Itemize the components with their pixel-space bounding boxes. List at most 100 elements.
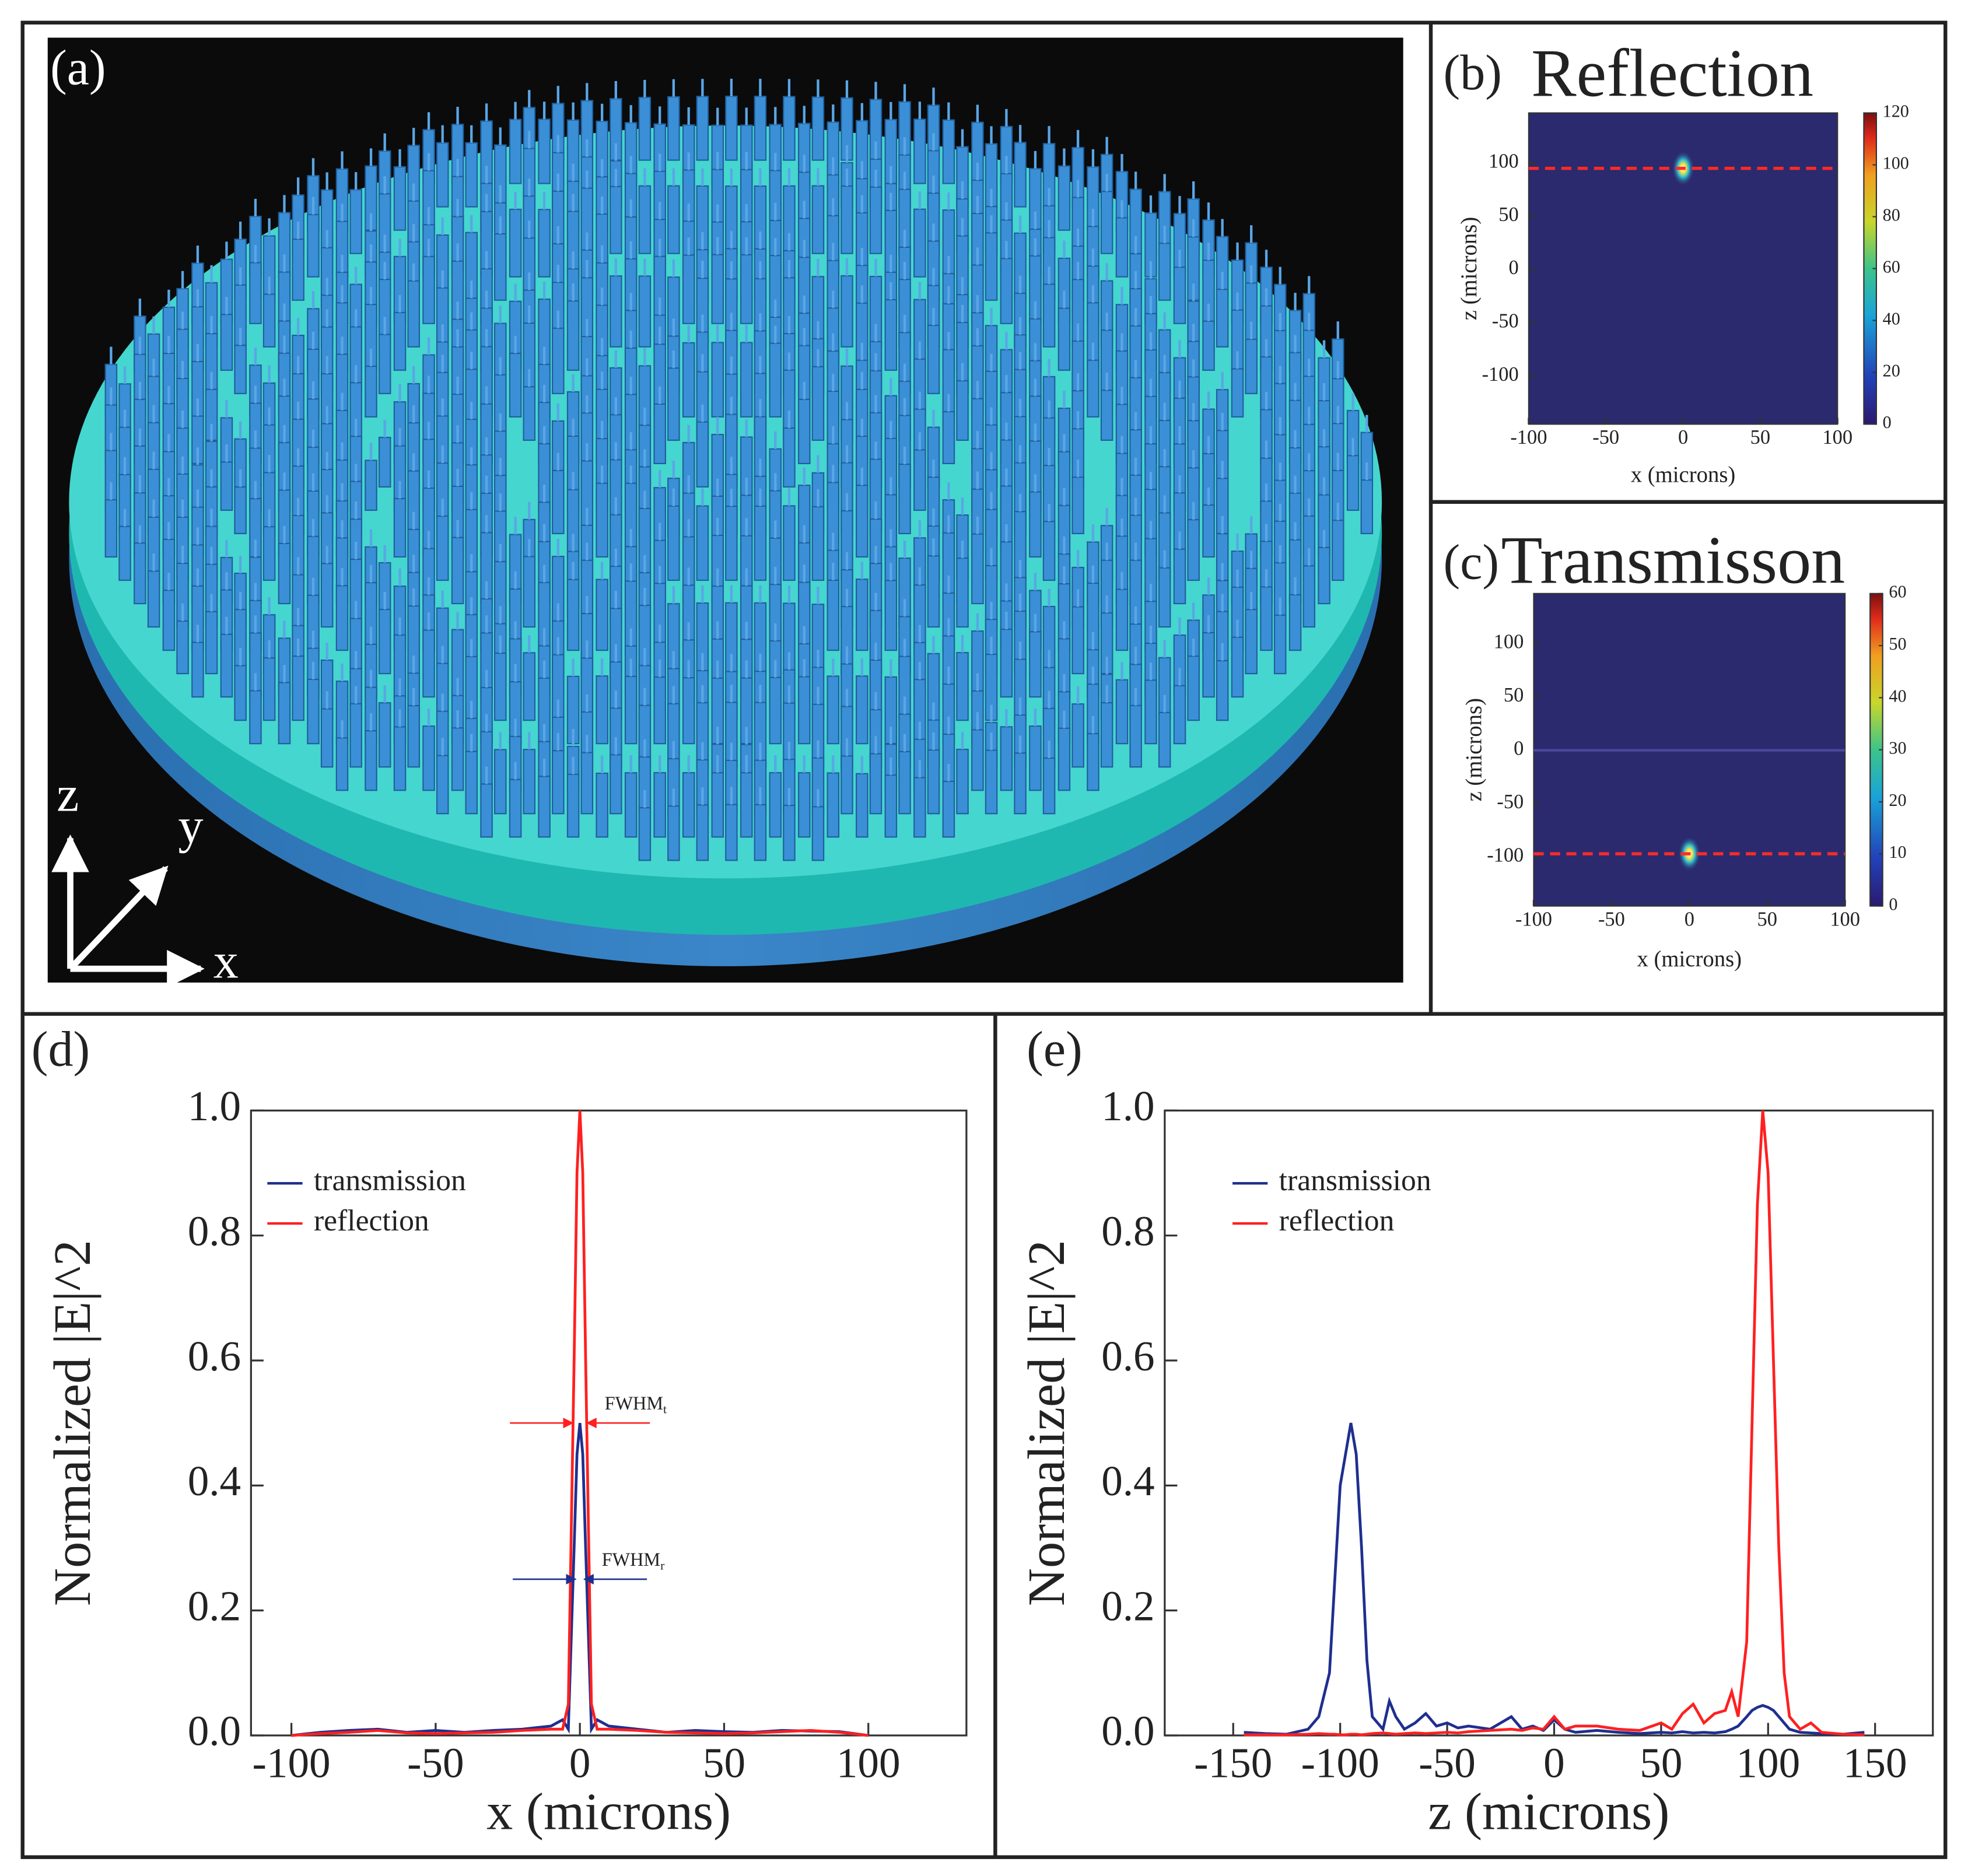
pillar-tip <box>283 378 286 397</box>
pillar-tip <box>759 653 762 672</box>
pillar-tip <box>542 660 546 678</box>
pillar-tip <box>485 669 488 688</box>
pillar-tip <box>629 199 632 218</box>
pillar-tip <box>1279 462 1281 481</box>
pillar-tip <box>601 287 604 306</box>
pillar-tip <box>586 595 589 614</box>
pillar-tip <box>672 350 675 369</box>
pillar-tip <box>1076 460 1080 478</box>
pillar-tip <box>903 639 906 657</box>
pillar-tip <box>976 328 979 346</box>
pillar-tip <box>138 525 142 543</box>
pillar-tip <box>787 168 791 186</box>
pillar-tip <box>903 540 906 559</box>
pillar <box>638 185 652 254</box>
pillar <box>856 485 869 558</box>
pillar-tip <box>470 554 473 572</box>
pillar-tip <box>874 545 877 564</box>
pillar-tip <box>485 766 488 784</box>
pillar-tip <box>1034 708 1037 727</box>
pillar <box>624 675 638 745</box>
pillar-tip <box>210 594 213 612</box>
pillar <box>783 505 796 581</box>
pillar-tip <box>1163 640 1166 658</box>
pillar-tip <box>614 548 617 566</box>
pillar <box>798 676 811 745</box>
pillar <box>494 233 507 301</box>
pillar-tip <box>1308 359 1311 377</box>
x-tick-label: 0 <box>1678 426 1688 448</box>
pillar-tip <box>528 272 531 290</box>
pillar <box>985 232 998 301</box>
pillar-tip <box>528 90 531 108</box>
pillar-tip <box>716 660 719 678</box>
pillar-tip <box>196 625 199 643</box>
pillar-tip <box>990 492 993 510</box>
pillar-tip <box>254 481 257 499</box>
pillars <box>104 79 1374 861</box>
pillar-tip <box>572 102 575 120</box>
pillar-tip <box>225 241 228 260</box>
pillar-tip <box>947 618 950 636</box>
x-tick-label: 50 <box>1757 908 1777 930</box>
pillar-tip <box>427 239 430 257</box>
pillar-tip <box>456 301 459 320</box>
pillar <box>1129 704 1142 768</box>
pillar <box>566 773 580 838</box>
pillar-tip <box>1178 617 1181 636</box>
y-tick-label: 0.6 <box>1101 1333 1154 1380</box>
pillar-tip <box>499 458 502 476</box>
pillar-tip <box>643 408 646 426</box>
pillar-tip <box>556 637 559 655</box>
pillar-tip <box>412 511 415 530</box>
pillar <box>869 186 883 254</box>
pillar <box>134 542 146 605</box>
pillar-tip <box>572 658 575 676</box>
pillar <box>798 398 811 464</box>
pillar-tip <box>1091 524 1095 542</box>
pillar-tip <box>456 425 459 443</box>
pillar-tip <box>427 612 430 630</box>
colorbar-tick-label: 0 <box>1889 895 1897 914</box>
pillar-tip <box>1192 403 1195 421</box>
pillar-tip <box>110 433 113 451</box>
pillar-tip <box>803 295 806 313</box>
pillar <box>104 499 118 558</box>
pillar-tip <box>817 789 820 807</box>
pillar-tip <box>296 608 300 626</box>
pillar-tip <box>441 445 444 463</box>
pillar-tip <box>556 264 559 283</box>
pillar-tip <box>874 501 877 520</box>
pillar-tip <box>601 196 604 215</box>
pillar <box>653 676 666 745</box>
pillar-tip <box>845 258 849 276</box>
pillar <box>653 772 666 838</box>
axis-label-x: x <box>213 933 239 989</box>
pillar <box>1158 711 1171 768</box>
pillar-tip <box>918 432 921 450</box>
y-tick-label: 0 <box>1514 738 1524 760</box>
pillar <box>610 185 622 254</box>
pillar-tip <box>860 658 863 676</box>
pillar <box>971 729 984 791</box>
pillar-tip <box>629 330 632 348</box>
pillar-tip <box>832 373 835 391</box>
pillar-tip <box>1250 516 1253 534</box>
pillar <box>754 96 767 161</box>
pillar-tip <box>990 215 993 233</box>
pillar-tip <box>470 700 473 718</box>
pillar-tip <box>528 131 531 149</box>
pillar <box>898 464 911 535</box>
pillar-tip <box>759 399 762 417</box>
pillar-tip <box>427 153 430 171</box>
pillar-tip <box>1308 313 1311 331</box>
pillar-tip <box>485 515 488 533</box>
pillar-tip <box>860 756 863 774</box>
pillar-tip <box>659 327 661 345</box>
pillar <box>335 737 349 791</box>
pillar-tip <box>976 381 979 399</box>
pillar-tip <box>1048 400 1050 418</box>
pillar-tip <box>774 520 777 538</box>
pillar <box>1231 368 1244 418</box>
pillar <box>884 580 898 651</box>
